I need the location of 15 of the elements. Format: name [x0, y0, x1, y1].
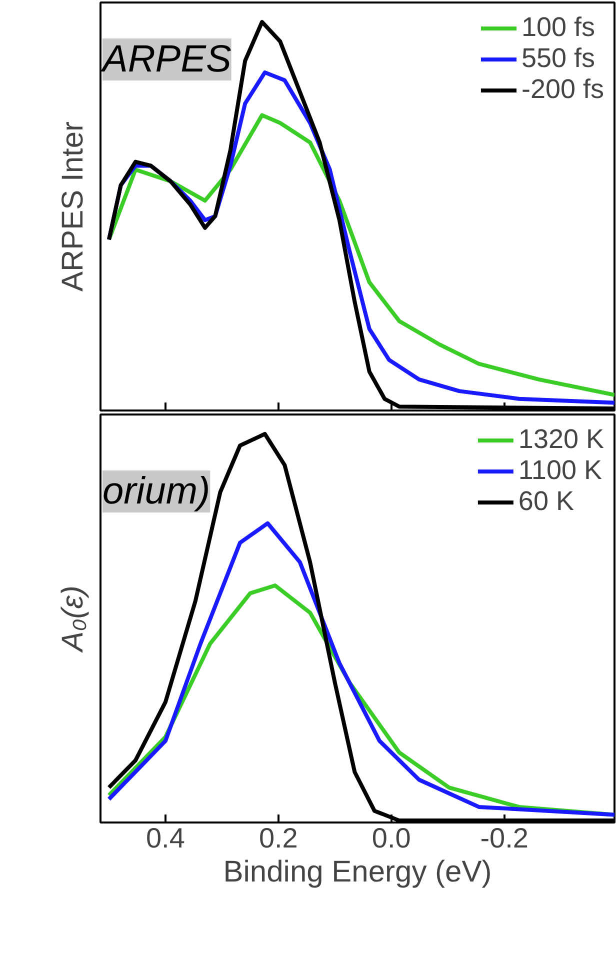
legend-label: 550 fs — [521, 43, 596, 74]
legend-label: 60 K — [518, 486, 574, 517]
legend-label: 100 fs — [521, 12, 596, 43]
x-tick-label: -0.2 — [480, 822, 528, 854]
legend-label: -200 fs — [521, 74, 604, 105]
y-axis-title: ARPES Inter — [56, 121, 90, 292]
x-tick-label: 0.2 — [258, 822, 298, 854]
legend-label: 1320 K — [518, 424, 604, 455]
legend-label: 1100 K — [518, 455, 602, 486]
x-tick-label: 0.0 — [372, 822, 411, 854]
annotation: ARPES — [100, 38, 232, 80]
x-axis-title: Binding Energy (eV) — [223, 856, 492, 888]
annotation: orium) — [102, 470, 210, 512]
x-tick-label: 0.4 — [146, 822, 185, 854]
y-axis-title: A₀(ε) — [56, 586, 90, 654]
